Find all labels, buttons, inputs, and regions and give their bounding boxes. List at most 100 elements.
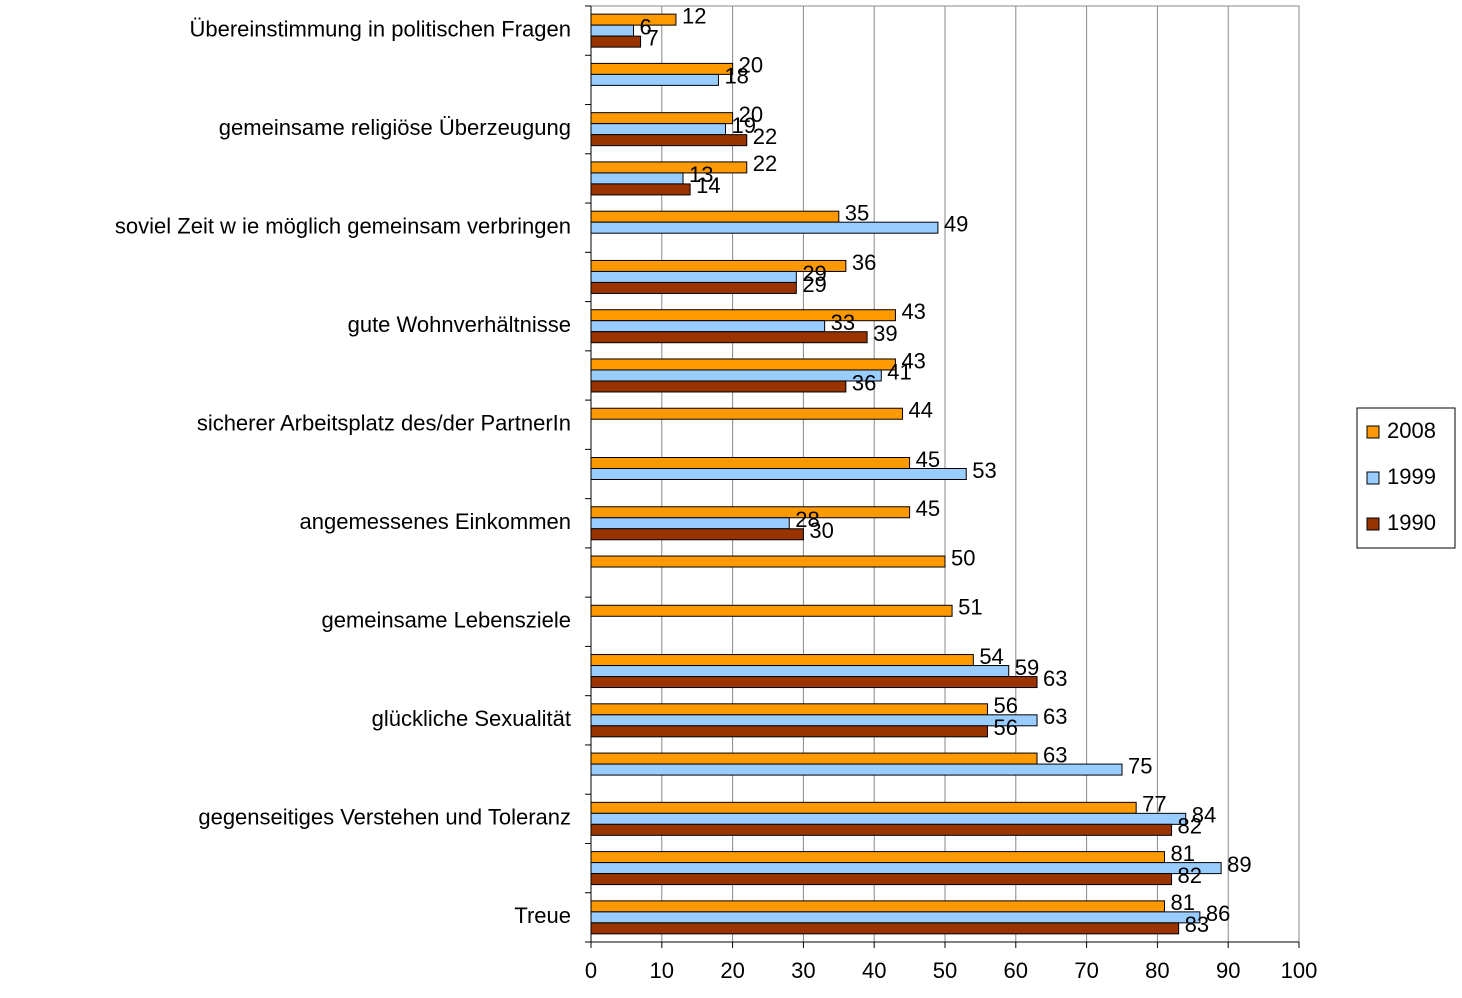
value-label: 30 bbox=[809, 518, 833, 543]
value-label: 14 bbox=[696, 173, 720, 198]
value-label: 53 bbox=[972, 458, 996, 483]
bar bbox=[590, 851, 1165, 864]
value-label: 35 bbox=[845, 200, 869, 225]
legend-swatch bbox=[1366, 425, 1380, 439]
legend-swatch bbox=[1366, 471, 1380, 485]
value-label: 83 bbox=[1185, 912, 1209, 937]
value-label: 63 bbox=[1043, 742, 1067, 767]
value-label: 41 bbox=[887, 359, 911, 384]
x-tick-label: 50 bbox=[933, 958, 957, 983]
category-label: gegenseitiges Verstehen und Toleranz bbox=[198, 805, 571, 830]
category-label: gemeinsame Lebensziele bbox=[322, 608, 572, 633]
bar bbox=[590, 270, 797, 283]
bar bbox=[590, 714, 1038, 727]
x-tick-label: 30 bbox=[791, 958, 815, 983]
bar bbox=[590, 506, 911, 519]
legend-label: 1999 bbox=[1387, 464, 1436, 489]
x-tick-label: 60 bbox=[1004, 958, 1028, 983]
bar bbox=[590, 703, 988, 716]
bar bbox=[590, 801, 1137, 814]
value-label: 22 bbox=[753, 124, 777, 149]
bar bbox=[590, 900, 1165, 913]
x-tick-label: 80 bbox=[1145, 958, 1169, 983]
bar bbox=[590, 555, 946, 568]
bar bbox=[590, 210, 840, 223]
legend-label: 1990 bbox=[1387, 510, 1436, 535]
x-tick-label: 70 bbox=[1074, 958, 1098, 983]
category-label: angemessenes Einkommen bbox=[300, 509, 571, 534]
bar bbox=[590, 320, 826, 333]
bar bbox=[590, 183, 691, 196]
value-label: 43 bbox=[901, 348, 925, 373]
category-label: soviel Zeit w ie möglich gemeinsam verbr… bbox=[115, 213, 571, 238]
value-label: 82 bbox=[1178, 814, 1202, 839]
value-label: 50 bbox=[951, 545, 975, 570]
x-tick-label: 90 bbox=[1216, 958, 1240, 983]
value-label: 20 bbox=[739, 102, 763, 127]
bar bbox=[590, 161, 748, 174]
value-label: 89 bbox=[1227, 852, 1251, 877]
value-label: 22 bbox=[753, 151, 777, 176]
value-label: 82 bbox=[1178, 863, 1202, 888]
bar bbox=[590, 24, 634, 37]
value-label: 43 bbox=[901, 299, 925, 324]
value-label: 33 bbox=[831, 310, 855, 335]
category-label: Übereinstimmung in politischen Fragen bbox=[189, 16, 571, 41]
category-label: gute Wohnverhältnisse bbox=[348, 312, 571, 337]
x-tick-label: 20 bbox=[720, 958, 744, 983]
bar bbox=[590, 331, 868, 344]
bar bbox=[590, 369, 882, 382]
category-label: Treue bbox=[514, 903, 571, 928]
bar bbox=[590, 112, 734, 125]
bar bbox=[590, 517, 790, 530]
value-label: 13 bbox=[689, 162, 713, 187]
value-label: 20 bbox=[739, 53, 763, 78]
x-tick-label: 40 bbox=[862, 958, 886, 983]
bar bbox=[590, 763, 1123, 776]
bar bbox=[590, 62, 734, 75]
value-label: 44 bbox=[909, 398, 933, 423]
value-label: 12 bbox=[682, 3, 706, 28]
value-label: 7 bbox=[647, 25, 659, 50]
bar bbox=[590, 134, 748, 147]
value-label: 29 bbox=[802, 261, 826, 286]
value-label: 18 bbox=[724, 64, 748, 89]
value-label: 56 bbox=[993, 715, 1017, 740]
bar bbox=[590, 862, 1222, 875]
value-label: 36 bbox=[852, 370, 876, 395]
bar bbox=[590, 13, 677, 26]
value-label: 81 bbox=[1170, 890, 1194, 915]
x-tick-label: 0 bbox=[585, 958, 597, 983]
bar bbox=[590, 654, 974, 667]
bar bbox=[590, 281, 797, 294]
bar bbox=[590, 380, 847, 393]
value-label: 19 bbox=[732, 113, 756, 138]
value-label: 29 bbox=[802, 272, 826, 297]
value-label: 59 bbox=[1015, 655, 1039, 680]
value-label: 81 bbox=[1170, 841, 1194, 866]
bar bbox=[590, 911, 1201, 924]
value-label: 75 bbox=[1128, 753, 1152, 778]
bar bbox=[590, 221, 939, 234]
category-label: glückliche Sexualität bbox=[372, 706, 571, 731]
bar bbox=[590, 358, 896, 371]
value-label: 63 bbox=[1043, 704, 1067, 729]
bar bbox=[590, 922, 1180, 935]
bar bbox=[590, 172, 684, 185]
bar bbox=[590, 873, 1173, 886]
bar bbox=[590, 812, 1187, 825]
x-tick-label: 10 bbox=[650, 958, 674, 983]
value-label: 49 bbox=[944, 211, 968, 236]
value-label: 56 bbox=[993, 693, 1017, 718]
bar bbox=[590, 35, 642, 48]
bar bbox=[590, 73, 719, 86]
bar bbox=[590, 528, 804, 541]
category-label: sicherer Arbeitsplatz des/der PartnerIn bbox=[197, 411, 571, 436]
bar bbox=[590, 604, 953, 617]
value-label: 86 bbox=[1206, 901, 1230, 926]
value-label: 36 bbox=[852, 250, 876, 275]
bar bbox=[590, 676, 1038, 689]
bar bbox=[590, 752, 1038, 765]
bar bbox=[590, 457, 911, 469]
